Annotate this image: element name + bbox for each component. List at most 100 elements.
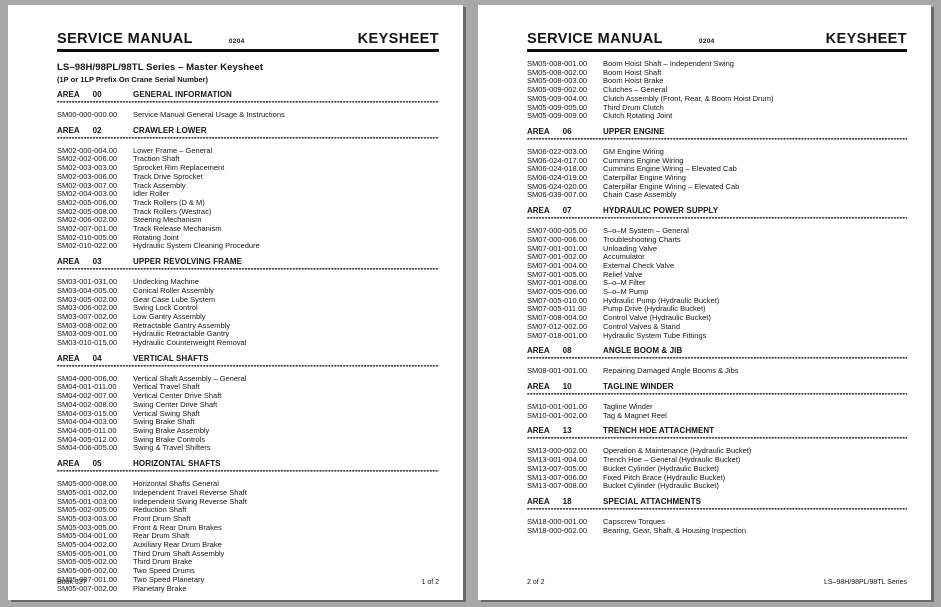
item-code: SM00-000-000.00 [57,110,118,119]
keysheet-row: SM07-000-006.00 Troubleshooting Charts [527,235,907,245]
item-description: Cummins Engine Wiring [603,156,684,165]
item-code: SM07-018-001.00 [527,330,588,340]
footer-book-number: Book 337 [57,579,87,586]
keysheet-row: SM03-007-002.00 Low Gantry Assembly [57,312,439,322]
keysheet-row: SM04-002-008.00 Swing Center Drive Shaft [57,400,439,410]
item-code: SM03-005-002.00 [57,294,118,304]
item-code: SM04-004-003.00 [57,417,118,427]
separator-line: ****************************************… [527,137,907,144]
section-area-label: AREA 13 [527,426,603,436]
section-area-word: AREA [527,206,550,216]
item-code: SM03-009-001.00 [57,329,118,339]
keysheet-row: SM13-007-005.00 Bucket Cylinder (Hydrauli… [527,463,907,474]
document-title: LS–98H/98PL/98TL Series – Master Keyshee… [57,62,264,73]
keysheet-row: SM07-001-008.00 S–o–M Filter [527,279,907,288]
item-code: SM04-001-011.00 [57,382,117,392]
item-code: SM05-003-005.00 [57,522,118,532]
item-code: SM04-006-005.00 [57,443,118,453]
keysheet-row: SM18-000-001.00 Capscrew Torques [527,517,907,527]
footer-page-indicator: 1 of 2 [421,579,439,586]
item-code: SM02-003-007.00 [57,180,118,190]
section-title: SPECIAL ATTACHMENTS [603,496,702,506]
keysheet-row: SM02-005-006.00 Track Rollers (D & M) [57,198,439,208]
item-code: SM05-000-008.00 [57,479,118,489]
item-description: Track Release Mechanism [133,225,222,234]
section-heading: AREA 05 HORIZONTAL SHAFTS [57,459,439,469]
separator-line: ****************************************… [527,357,907,364]
item-description: S–o–M System – General [603,227,689,236]
item-code: SM06-022-003.00 [527,146,588,156]
item-description: Bucket Cylinder (Hydraulic Bucket) [603,464,719,473]
keysheet-row: SM04-005-012.00 Swing Brake Controls [57,435,439,445]
item-code: SM13-007-006.00 [527,472,588,482]
keysheet-row: SM02-003-006.00 Track Drive Sprocket [57,172,439,182]
keysheet-row: SM07-005-010.00 Hydraulic Pump (Hydraulic… [527,295,907,306]
section-heading: AREA 08 ANGLE BOOM & JIB [527,346,907,356]
page-header: SERVICE MANUAL 0204 KEYSHEET [57,31,439,52]
item-description: Swing & Travel Shifters [133,444,211,453]
item-code: SM05-004-001.00 [57,531,118,541]
keysheet-row: SM07-012-002.00 Control Valves & Stand [527,322,907,332]
item-code: SM18-000-002.00 [527,525,588,535]
item-code: SM03-010-015.00 [57,338,118,348]
section: AREA 08 ANGLE BOOM & JIB ******************… [527,346,907,376]
item-description: S–o–M Filter [603,279,646,288]
keysheet-row: SM05-005-002.00 Third Drum Brake [57,558,439,567]
keysheet-row: SM07-001-002.00 Accumulator [527,253,907,262]
item-description: Retractable Gantry Assembly [133,321,231,330]
item-code: SM13-001-004.00 [527,455,588,465]
section-area-word: AREA [57,90,80,99]
separator-line: ****************************************… [57,470,439,477]
keysheet-row: SM07-005-011.00 Pump Drive (Hydraulic Buc… [527,305,907,314]
item-description: Idler Roller [133,190,170,199]
keysheet-row: SM02-004-003.00 Idler Roller [57,190,439,199]
item-code: SM06-024-019.00 [527,173,588,183]
item-code: SM13-007-005.00 [527,463,588,473]
item-description: Low Gantry Assembly [133,312,206,321]
keysheet-row: SM05-009-002.00 Clutches – General [527,85,907,95]
item-code: SM03-006-002.00 [57,303,118,313]
section-area-word: AREA [527,346,550,356]
item-description: Front & Rear Drum Brakes [133,523,222,532]
item-code: SM07-005-011.00 [527,304,587,314]
section-area-label: AREA 07 [527,206,603,216]
item-description: Track Drive Sprocket [133,172,203,181]
section-area-number: 07 [562,206,572,216]
keysheet-row: SM10-001-002.00 Tag & Magnet Reel [527,411,907,421]
item-code: SM13-007-008.00 [527,481,588,491]
keysheet-row: SM05-003-003.00 Front Drum Shaft [57,514,439,524]
section-area-number: 06 [562,126,572,136]
item-description: Vertical Center Drive Shaft [133,392,222,401]
item-code: SM02-010-005.00 [57,232,118,242]
section-area-word: AREA [527,381,550,391]
item-description: Unloading Valve [603,244,658,253]
keysheet-row: SM06-024-019.00 Caterpillar Engine Wiring [527,173,907,183]
item-code: SM07-008-004.00 [527,313,588,323]
section: AREA 02 CRAWLER LOWER *********************… [57,126,439,251]
section-area-number: 13 [562,426,572,436]
keysheet-list: SM05-008-001.00 Boom Hoist Shaft – Indepe… [527,59,907,535]
item-code: SM07-005-010.00 [527,295,588,305]
keysheet-row: SM06-039-007.00 Chain Case Assembly [527,191,907,200]
item-code: SM05-007-002.00 [57,583,118,593]
item-code: SM05-007-001.00 [57,574,118,584]
item-description: Control Valves & Stand [603,322,680,331]
keysheet-row: SM05-006-002.00 Two Speed Drums [57,566,439,576]
item-description: Capscrew Torques [603,517,665,526]
section: AREA 07 HYDRAULIC POWER SUPPLY ************… [527,206,907,340]
item-description: Swing Brake Shaft [133,418,195,427]
keysheet-row: SM05-007-002.00 Planetary Brake [57,583,439,594]
keysheet-row: SM03-006-002.00 Swing Lock Control [57,304,439,313]
item-description: Vertical Swing Shaft [133,409,200,418]
item-code: SM06-024-017.00 [527,155,588,165]
separator-line: ****************************************… [527,217,907,224]
section-area-label: AREA 18 [527,497,603,507]
item-description: Swing Lock Control [133,304,198,313]
keysheet-row: SM07-001-001.00 Unloading Valve [527,244,907,254]
item-code: SM05-006-002.00 [57,566,118,576]
item-code: SM04-003-015.00 [57,408,118,418]
keysheet-row: SM05-008-001.00 Boom Hoist Shaft – Indepe… [527,59,907,69]
section-title: VERTICAL SHAFTS [133,353,209,363]
item-code: SM13-000-002.00 [527,446,588,456]
keysheet-row: SM05-004-001.00 Rear Drum Shaft [57,532,439,541]
